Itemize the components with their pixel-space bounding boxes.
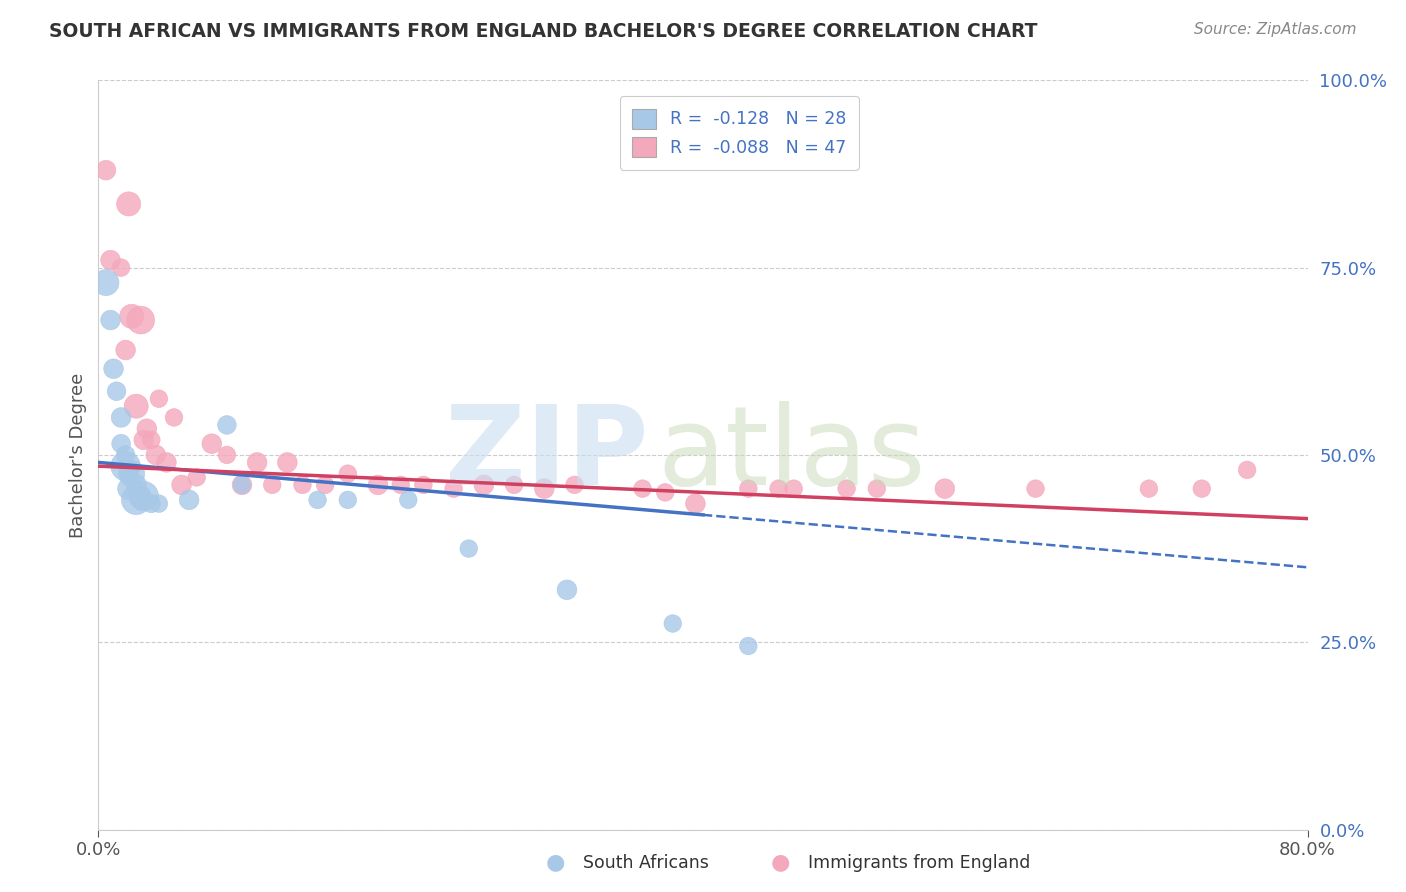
Point <box>201 436 224 450</box>
Point <box>367 478 389 492</box>
Point <box>105 384 128 399</box>
Point <box>291 478 314 492</box>
Point <box>1191 482 1213 496</box>
Point <box>412 478 434 492</box>
Point <box>141 433 163 447</box>
Point <box>114 448 136 462</box>
Legend: R =  -0.128   N = 28, R =  -0.088   N = 47: R = -0.128 N = 28, R = -0.088 N = 47 <box>620 96 859 169</box>
Text: ZIP: ZIP <box>446 401 648 508</box>
Text: SOUTH AFRICAN VS IMMIGRANTS FROM ENGLAND BACHELOR'S DEGREE CORRELATION CHART: SOUTH AFRICAN VS IMMIGRANTS FROM ENGLAND… <box>49 22 1038 41</box>
Point <box>129 492 152 507</box>
Point <box>163 410 186 425</box>
Point <box>685 497 707 511</box>
Point <box>835 482 858 496</box>
Point <box>231 478 253 492</box>
Point <box>118 197 141 211</box>
Point <box>215 417 238 432</box>
Text: atlas: atlas <box>657 401 925 508</box>
Point <box>866 482 889 496</box>
Point <box>737 639 759 653</box>
Point <box>472 478 495 492</box>
Point <box>121 467 143 481</box>
Point <box>1024 482 1046 496</box>
Point <box>118 467 141 481</box>
Point <box>307 492 329 507</box>
Point <box>114 459 136 474</box>
Point <box>145 448 167 462</box>
Y-axis label: Bachelor's Degree: Bachelor's Degree <box>69 372 87 538</box>
Text: ●: ● <box>770 853 790 872</box>
Point <box>737 482 759 496</box>
Point <box>141 497 163 511</box>
Point <box>768 482 790 496</box>
Point <box>110 410 132 425</box>
Point <box>135 422 157 436</box>
Point <box>118 482 141 496</box>
Point <box>314 478 336 492</box>
Point <box>231 478 253 492</box>
Point <box>336 492 359 507</box>
Point <box>533 482 555 496</box>
Point <box>246 455 269 469</box>
Point <box>125 478 148 492</box>
Point <box>389 478 412 492</box>
Point <box>179 492 201 507</box>
Point <box>262 478 284 492</box>
Text: ●: ● <box>546 853 565 872</box>
Point <box>100 253 122 268</box>
Point <box>100 313 122 327</box>
Point <box>661 616 683 631</box>
Point <box>631 482 654 496</box>
Point <box>121 310 143 324</box>
Point <box>132 489 155 503</box>
Point <box>503 478 526 492</box>
Point <box>110 436 132 450</box>
Point <box>148 392 170 406</box>
Point <box>443 482 465 496</box>
Point <box>94 163 117 178</box>
Point <box>148 497 170 511</box>
Point <box>125 399 148 413</box>
Point <box>114 343 136 357</box>
Point <box>155 455 177 469</box>
Point <box>457 541 479 556</box>
Point <box>103 361 125 376</box>
Point <box>132 433 155 447</box>
Point <box>94 276 117 290</box>
Point <box>783 482 806 496</box>
Point <box>396 492 419 507</box>
Point <box>276 455 298 469</box>
Text: Immigrants from England: Immigrants from England <box>808 855 1031 872</box>
Point <box>934 482 956 496</box>
Point <box>110 260 132 275</box>
Point <box>564 478 586 492</box>
Point <box>1137 482 1160 496</box>
Text: South Africans: South Africans <box>583 855 710 872</box>
Point <box>1236 463 1258 477</box>
Point <box>186 470 208 484</box>
Point <box>129 489 152 503</box>
Point <box>215 448 238 462</box>
Point <box>654 485 676 500</box>
Point <box>555 582 578 597</box>
Point <box>336 467 359 481</box>
Point <box>129 313 152 327</box>
Point <box>170 478 193 492</box>
Point <box>125 492 148 507</box>
Text: Source: ZipAtlas.com: Source: ZipAtlas.com <box>1194 22 1357 37</box>
